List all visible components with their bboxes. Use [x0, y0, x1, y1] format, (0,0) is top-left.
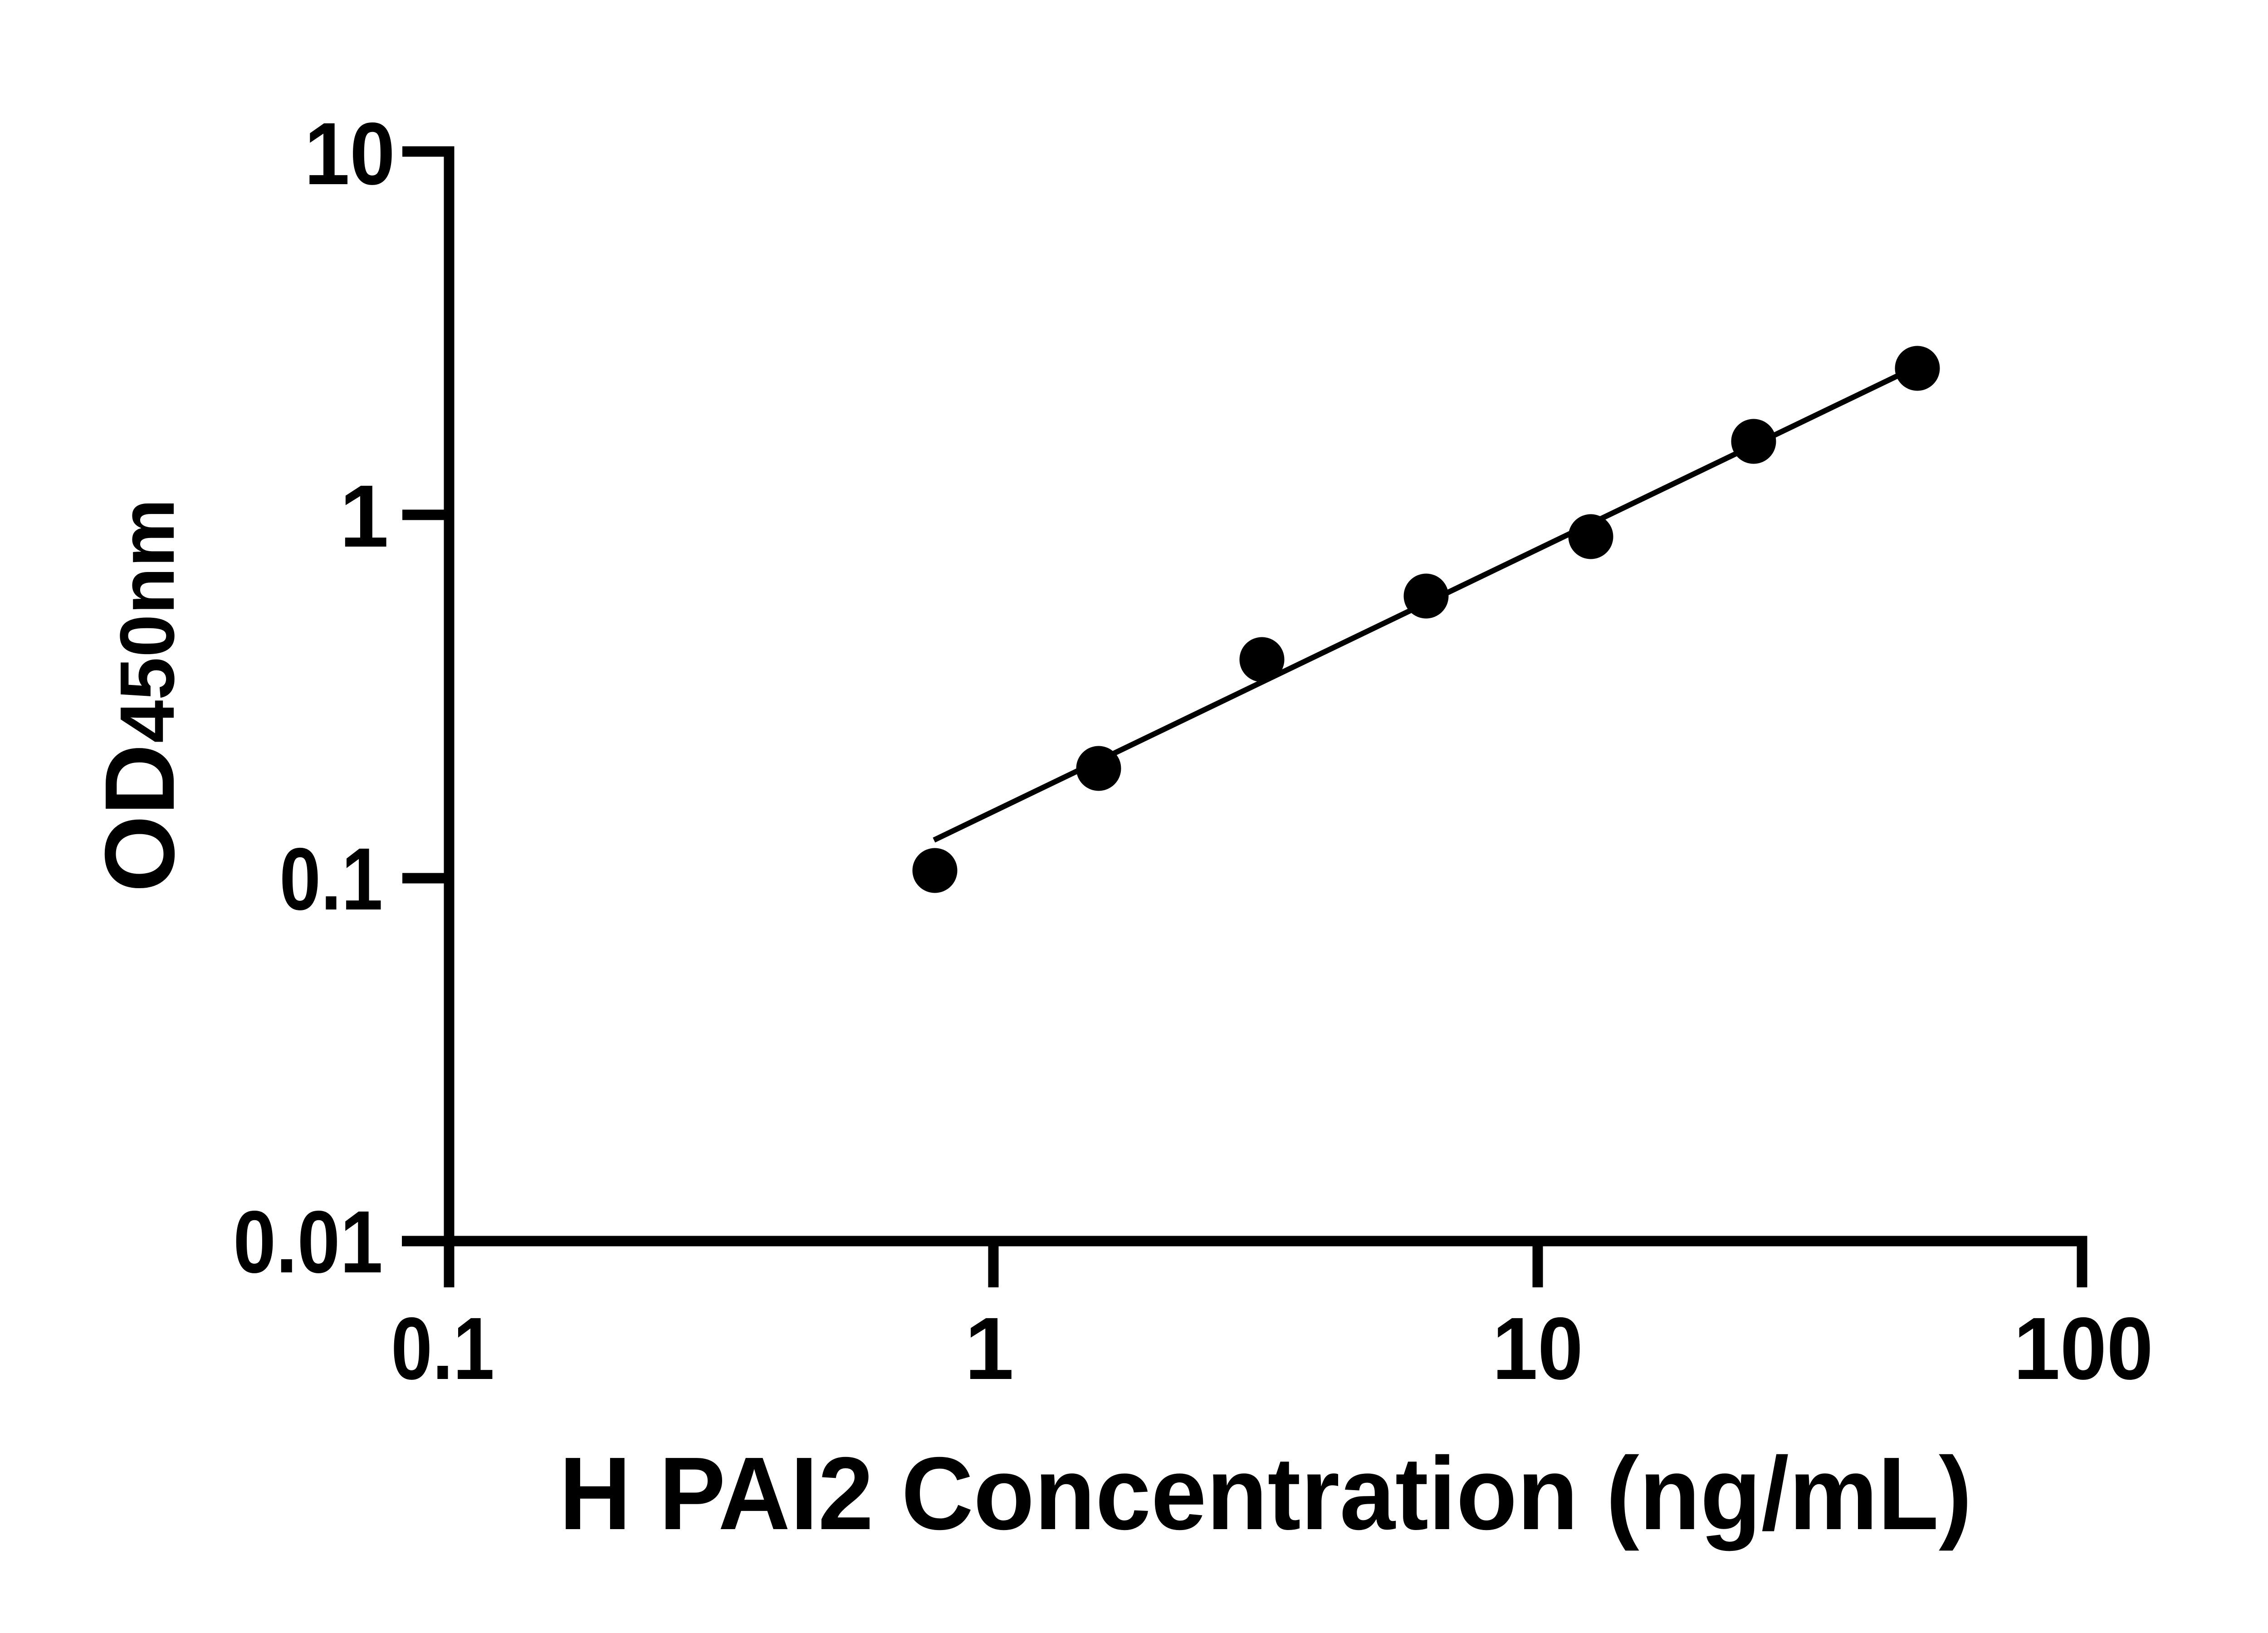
svg-text:0.1: 0.1 — [279, 830, 383, 929]
svg-text:450nm: 450nm — [104, 499, 191, 743]
svg-text:100: 100 — [2014, 1299, 2153, 1398]
svg-text:OD: OD — [85, 744, 195, 892]
svg-text:0.01: 0.01 — [233, 1193, 383, 1291]
svg-text:H PAI2 Concentration (ng/mL): H PAI2 Concentration (ng/mL) — [559, 1436, 1972, 1551]
svg-text:10: 10 — [304, 104, 395, 203]
svg-text:1: 1 — [965, 1299, 1014, 1398]
svg-text:1: 1 — [340, 467, 389, 566]
svg-text:10: 10 — [1492, 1299, 1583, 1398]
svg-text:0.1: 0.1 — [391, 1299, 494, 1398]
